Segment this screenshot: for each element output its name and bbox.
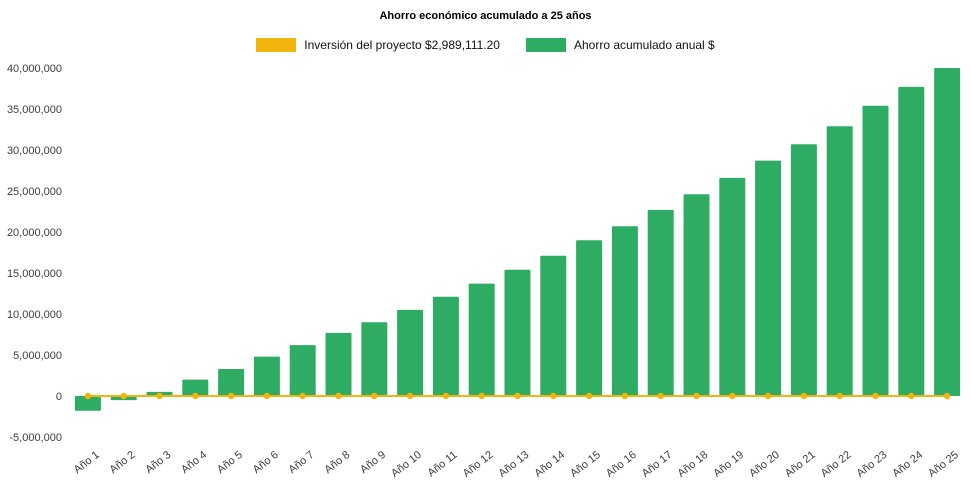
x-axis-label: Año 10 [389, 449, 424, 480]
bar-año-16[interactable] [611, 226, 638, 396]
legend-item-ahorro[interactable]: Ahorro acumulado anual $ [525, 38, 715, 52]
investment-point[interactable] [729, 392, 736, 400]
y-axis-label: 15,000,000 [7, 268, 62, 280]
x-axis-label: Año 23 [854, 449, 889, 480]
legend-swatch [256, 38, 297, 52]
y-axis-label: 5,000,000 [13, 350, 62, 362]
y-axis-label: 30,000,000 [7, 145, 62, 157]
bar-año-13[interactable] [504, 269, 531, 396]
investment-point[interactable] [585, 392, 593, 400]
investment-point[interactable] [263, 392, 271, 400]
y-axis-label: 40,000,000 [7, 63, 62, 75]
x-axis-label: Año 15 [568, 449, 603, 480]
bar-año-4[interactable] [182, 379, 209, 396]
bar-año-6[interactable] [253, 356, 280, 396]
x-axis-label: Año 19 [711, 449, 746, 480]
investment-point[interactable] [371, 392, 378, 400]
bar-año-12[interactable] [468, 283, 495, 396]
bar-año-20[interactable] [755, 160, 782, 396]
x-axis-label: Año 7 [287, 449, 317, 476]
x-axis-label: Año 4 [179, 449, 209, 476]
investment-point[interactable] [514, 392, 521, 400]
investment-point[interactable] [227, 392, 235, 400]
x-axis-label: Año 8 [322, 449, 352, 476]
bar-año-18[interactable] [683, 194, 710, 396]
bar-año-11[interactable] [432, 296, 459, 396]
bar-año-21[interactable] [790, 144, 817, 396]
investment-point[interactable] [120, 392, 127, 400]
legend-label: Inversión del proyecto $2,989,111.20 [304, 38, 500, 52]
x-axis-label: Año 9 [358, 449, 388, 476]
investment-point[interactable] [335, 392, 342, 400]
x-axis-label: Año 12 [461, 449, 496, 480]
legend-label: Ahorro acumulado anual $ [573, 38, 715, 52]
bar-año-5[interactable] [218, 368, 245, 396]
chart-title: Ahorro económico acumulado a 25 años [379, 10, 592, 22]
investment-point[interactable] [84, 392, 92, 400]
bar-año-22[interactable] [826, 126, 853, 396]
y-axis-label: 0 [56, 391, 62, 403]
x-axis-label: Año 5 [215, 449, 245, 476]
investment-point[interactable] [872, 392, 879, 400]
legend-swatch [525, 38, 566, 52]
bar-año-24[interactable] [898, 86, 925, 397]
x-axis-label: Año 14 [532, 449, 567, 480]
investment-point[interactable] [406, 392, 414, 400]
investment-point[interactable] [478, 392, 485, 400]
investment-point[interactable] [657, 392, 664, 400]
bar-año-15[interactable] [576, 240, 603, 396]
bar-año-25[interactable] [934, 68, 961, 396]
bar-año-1[interactable] [74, 396, 101, 411]
x-axis-label: Año 24 [890, 449, 925, 480]
investment-point[interactable] [800, 392, 808, 400]
bar-año-9[interactable] [361, 322, 388, 396]
investment-point[interactable] [943, 392, 951, 400]
investment-point[interactable] [908, 392, 915, 400]
y-axis-label: 10,000,000 [7, 309, 62, 321]
investment-point[interactable] [836, 392, 843, 400]
x-axis-label: Año 18 [675, 449, 710, 480]
x-axis-label: Año 1 [72, 449, 102, 476]
bar-año-7[interactable] [289, 345, 316, 396]
chart-legend: Inversión del proyecto $2,989,111.20 Ahor… [0, 37, 971, 53]
x-axis-label: Año 21 [783, 449, 818, 480]
x-axis-label: Año 3 [143, 449, 173, 476]
x-axis-label: Año 2 [108, 449, 138, 476]
y-axis-label: 25,000,000 [7, 186, 62, 198]
investment-point[interactable] [693, 392, 700, 400]
y-axis-label: -5,000,000 [9, 432, 62, 444]
chart-plot: -5,000,000 0 5,000,000 10,000,000 15,000,000… [7, 63, 961, 480]
investment-point[interactable] [299, 392, 306, 400]
x-axis-label: Año 6 [251, 449, 281, 476]
x-axis-label: Año 11 [426, 449, 460, 479]
x-axis-label: Año 22 [819, 449, 854, 480]
investment-point[interactable] [156, 392, 163, 400]
x-axis-label: Año 13 [496, 449, 531, 480]
investment-point[interactable] [621, 392, 629, 400]
bar-año-8[interactable] [325, 332, 352, 396]
legend-item-inversion[interactable]: Inversión del proyecto $2,989,111.20 [256, 38, 500, 52]
bar-año-14[interactable] [540, 255, 567, 396]
investment-point[interactable] [764, 392, 772, 400]
investment-point[interactable] [550, 392, 557, 400]
x-axis-label: Año 25 [926, 449, 961, 480]
bar-año-10[interactable] [397, 309, 424, 396]
bar-año-17[interactable] [647, 209, 674, 396]
x-axis-label: Año 20 [747, 449, 782, 480]
y-axis-label: 35,000,000 [7, 104, 62, 116]
x-axis-label: Año 16 [604, 449, 639, 480]
x-axis-label: Año 17 [640, 449, 675, 480]
y-axis-label: 20,000,000 [7, 227, 62, 239]
investment-point[interactable] [192, 392, 199, 400]
investment-point[interactable] [442, 392, 450, 400]
bar-año-19[interactable] [719, 177, 746, 396]
bar-año-23[interactable] [862, 105, 889, 396]
